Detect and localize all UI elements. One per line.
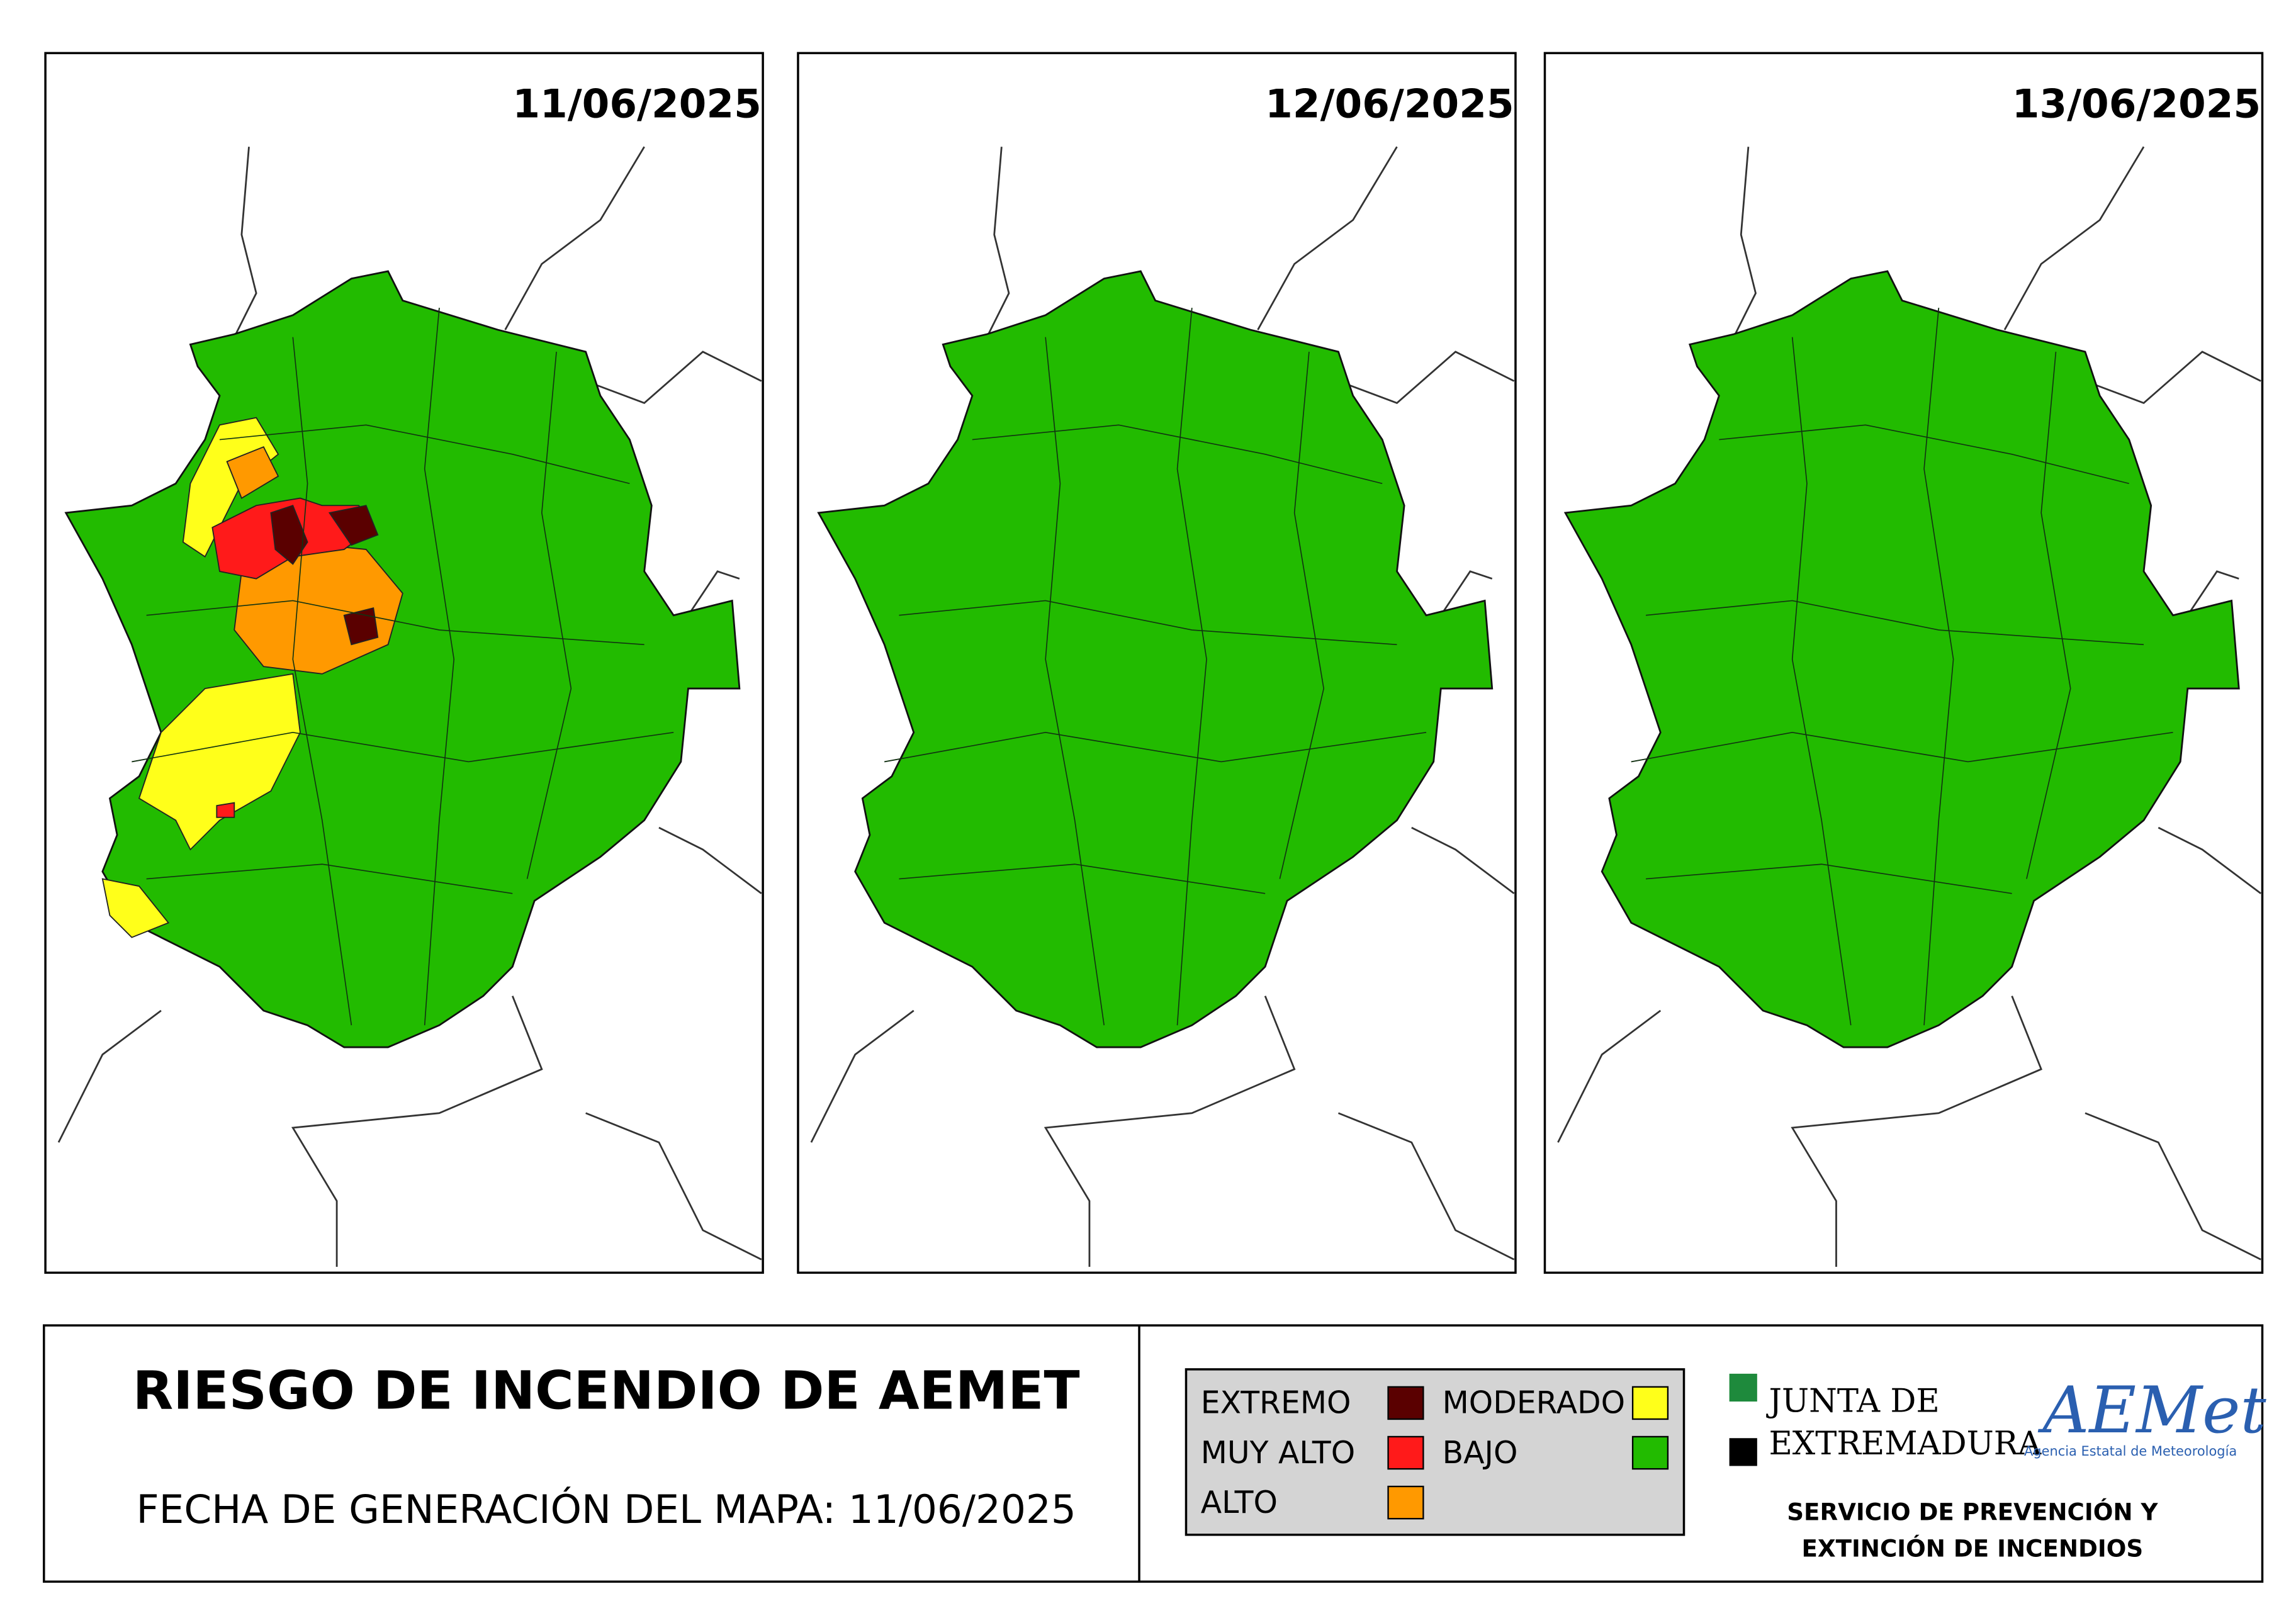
- map-panel: 13/06/2025: [1543, 52, 2264, 1274]
- risk-area: [343, 607, 379, 646]
- risk-area: [138, 673, 301, 851]
- risk-area: [101, 878, 170, 938]
- map-date: 12/06/2025: [1265, 81, 1514, 127]
- map-date: 11/06/2025: [512, 81, 761, 127]
- service-text: EXTINCIÓN DE INCENDIOS: [1801, 1535, 2143, 1563]
- footer-title: RIESGO DE INCENDIO DE AEMET: [133, 1360, 1080, 1422]
- legend-label: BAJO: [1443, 1435, 1518, 1471]
- legend-swatch: [1631, 1386, 1669, 1420]
- legend-swatch: [1631, 1435, 1669, 1470]
- map-panel: 12/06/2025: [797, 52, 1878, 1274]
- risk-area: [270, 505, 308, 565]
- legend-box: [1185, 1368, 1685, 1536]
- map-date: 13/06/2025: [2012, 81, 2261, 127]
- aemet-subtitle: Agencia Estatal de Meteorología: [2024, 1444, 2237, 1459]
- legend-label: ALTO: [1201, 1485, 1278, 1520]
- legend: EXTREMO MUY ALTO ALTO MODERADO BAJO: [1201, 1385, 1669, 1520]
- legend-swatch: [1387, 1386, 1424, 1420]
- legend-label: MUY ALTO: [1201, 1435, 1355, 1471]
- junta-logo-text: EXTREMADURA: [1769, 1425, 2042, 1463]
- map-panels: 11/06/2025 12/06/2025 13/06/2025: [44, 52, 2264, 1274]
- legend-swatch: [1387, 1485, 1424, 1520]
- legend-label: MODERADO: [1443, 1385, 1626, 1421]
- junta-logo-green: [1729, 1373, 1757, 1402]
- risk-area: [328, 505, 379, 546]
- generation-date: FECHA DE GENERACIÓN DEL MAPA: 11/06/2025: [137, 1486, 1076, 1532]
- map-panel: 11/06/2025: [44, 52, 764, 1274]
- aemet-logo: AEMet: [2038, 1373, 2267, 1448]
- risk-area: [226, 446, 279, 499]
- junta-logo-black: [1729, 1438, 1757, 1466]
- junta-logo-text: JUNTA DE: [1765, 1382, 1939, 1420]
- risk-area: [216, 802, 235, 818]
- municipal-lines: [1631, 308, 2173, 1026]
- municipal-lines: [132, 308, 674, 1026]
- service-text: SERVICIO DE PREVENCIÓN Y: [1787, 1498, 2158, 1526]
- municipal-lines: [884, 308, 1427, 1026]
- footer-box: [43, 1324, 2264, 1583]
- legend-swatch: [1387, 1435, 1424, 1470]
- legend-label: EXTREMO: [1201, 1385, 1351, 1421]
